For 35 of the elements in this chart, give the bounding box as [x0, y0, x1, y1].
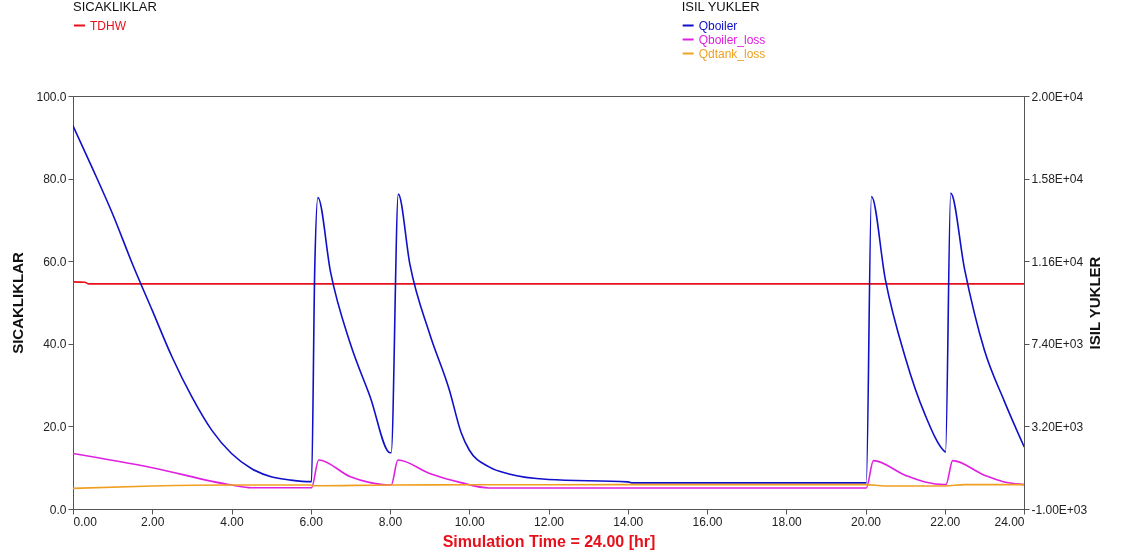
x-tick-label: 4.00 [220, 514, 244, 529]
y-tick-label: 100.0 [36, 89, 67, 104]
x-tick-label: 16.00 [692, 514, 723, 529]
y2-tick-label: 1.16E+04 [1031, 254, 1084, 269]
x-tick-label: 10.00 [454, 514, 486, 529]
legend-label: Qboiler [698, 18, 738, 33]
y2-tick-label: 1.58E+04 [1031, 172, 1084, 187]
text: SICAKLIKLAR [73, 0, 157, 14]
x-tick-label: 8.00 [378, 514, 403, 529]
x-tick-label: 12.00 [533, 514, 565, 529]
x-tick-label: 20.00 [850, 514, 882, 529]
y-tick-label: 80.0 [43, 172, 67, 187]
text: ISIL YUKLER [681, 0, 760, 14]
y2-tick-label: 3.20E+03 [1031, 419, 1084, 434]
y2-tick-label: -1.00E+03 [1031, 502, 1088, 517]
y-tick-label: 40.0 [43, 337, 67, 352]
line-series [73, 125, 1024, 484]
y2-axis-title: ISIL YUKLER [1086, 256, 1104, 350]
x-tick-label: 22.00 [930, 514, 961, 529]
y-tick-label: 20.0 [43, 419, 67, 434]
x-tick-label: 0.00 [73, 514, 98, 529]
y2-tick-label: 7.40E+03 [1031, 337, 1084, 352]
y-axis-title: SICAKLIKLAR [9, 252, 27, 354]
x-tick-label: 6.00 [299, 514, 324, 529]
x-tick-label: 2.00 [141, 514, 165, 529]
y2-tick-label: 2.00E+04 [1031, 89, 1084, 104]
y-tick-label: 60.0 [43, 254, 67, 269]
legend-label: TDHW [90, 18, 127, 33]
x-axis-title: Simulation Time = 24.00 [hr] [442, 532, 656, 550]
x-tick-label: 18.00 [771, 514, 803, 529]
legend-label: Qboiler_loss [698, 32, 766, 47]
x-tick-label: 24.00 [994, 514, 1025, 529]
x-tick-label: 14.00 [613, 514, 644, 529]
legend-label: Qdtank_loss [698, 46, 766, 61]
y-tick-label: 0.0 [49, 502, 67, 517]
